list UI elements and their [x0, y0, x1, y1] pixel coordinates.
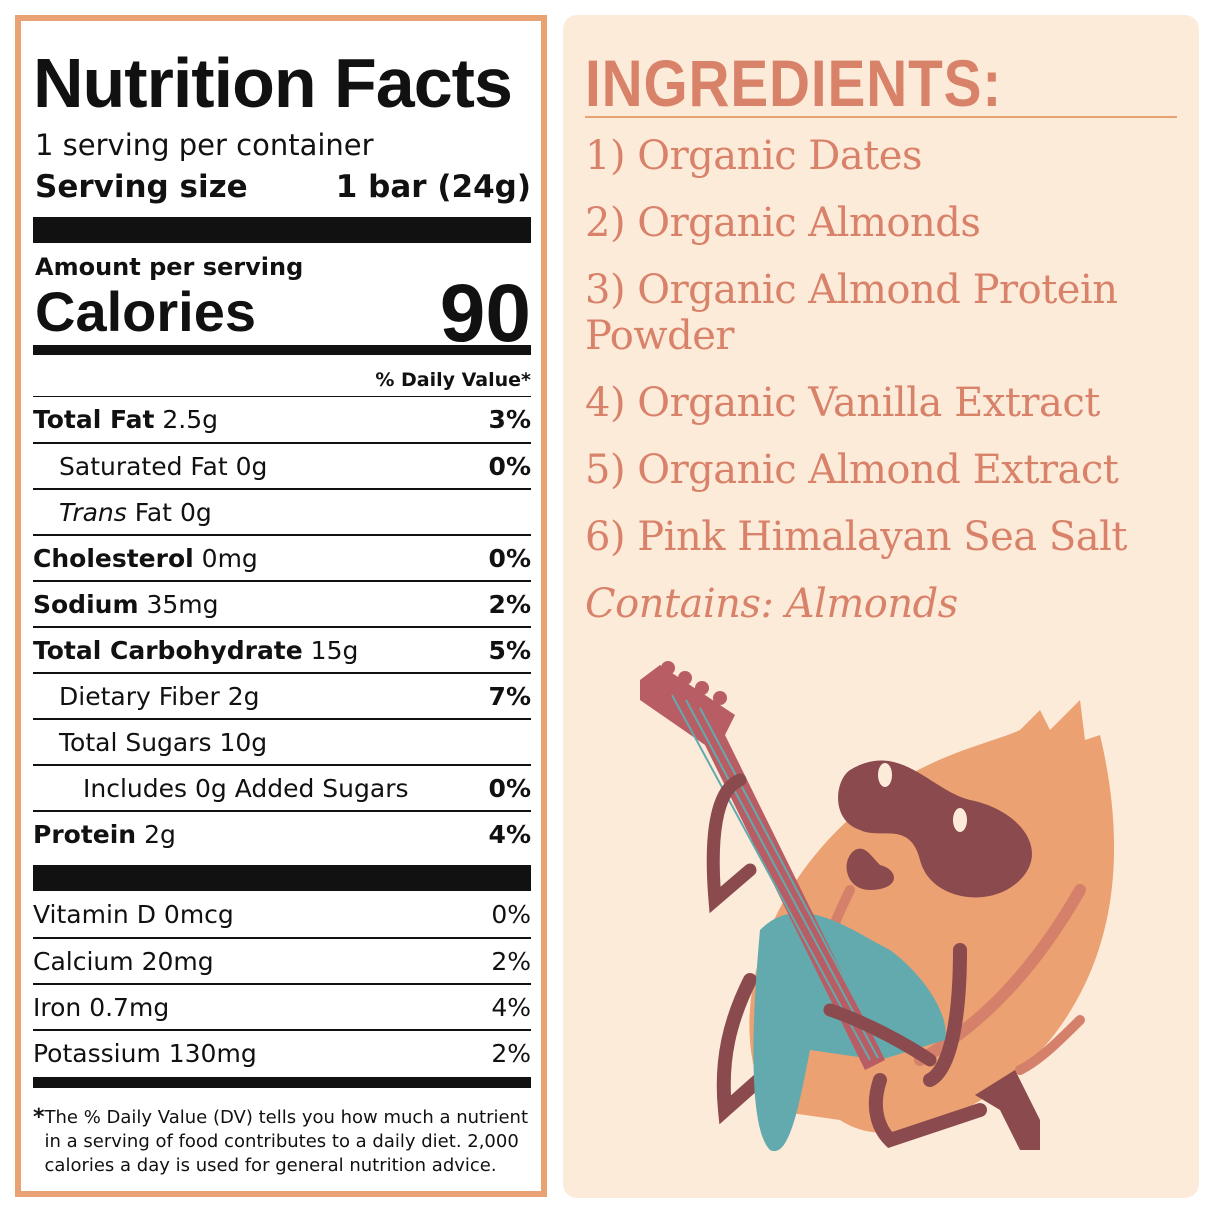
- nutrient-row: Protein 2g 4%: [33, 810, 531, 856]
- serving-size-label: Serving size: [35, 169, 248, 205]
- nutrient-row: Cholesterol 0mg 0%: [33, 534, 531, 580]
- daily-value-header: % Daily Value*: [375, 369, 531, 391]
- vitamin-row: Vitamin D 0mcg 0%: [33, 899, 531, 929]
- arms: [706, 773, 937, 1067]
- nutrient-row: Sodium 35mg 2%: [33, 580, 531, 626]
- allergen-statement: Contains: Almonds: [585, 581, 958, 627]
- medium-divider: [33, 1077, 531, 1088]
- thick-divider: [33, 865, 531, 891]
- mouth: [846, 848, 894, 890]
- vitamin-row: Iron 0.7mg 4%: [33, 983, 531, 1029]
- ingredients-panel: INGREDIENTS: 1) Organic Dates 2) Organic…: [563, 15, 1199, 1198]
- nutrient-row: Saturated Fat 0g 0%: [33, 442, 531, 488]
- vitamin-list: Vitamin D 0mcg 0% Calcium 20mg 2% Iron 0.7…: [33, 891, 531, 1075]
- ingredient-item: 5) Organic Almond Extract: [585, 447, 1119, 493]
- ingredients-list: 1) Organic Dates 2) Organic Almonds 3) O…: [585, 133, 1165, 648]
- guitar-neck: [640, 661, 885, 1070]
- ingredient-item: 4) Organic Vanilla Extract: [585, 380, 1100, 426]
- nutrition-facts-panel: Nutrition Facts 1 serving per container …: [15, 15, 547, 1197]
- nutrient-row: Total Fat 2.5g 3%: [33, 396, 531, 442]
- thick-divider: [33, 217, 531, 243]
- vitamin-row: Calcium 20mg 2%: [33, 937, 531, 983]
- title-underline: [585, 116, 1177, 118]
- nutrition-title: Nutrition Facts: [33, 44, 513, 122]
- sunglasses: [838, 760, 1032, 898]
- footnote: * The % Daily Value (DV) tells you how m…: [33, 1105, 529, 1177]
- calories-label: Calories: [35, 280, 256, 343]
- nutrient-row: Total Carbohydrate 15g 5%: [33, 626, 531, 672]
- ingredient-item: 6) Pink Himalayan Sea Salt: [585, 514, 1127, 560]
- almond-guitar-illustration: [640, 661, 1115, 1152]
- nutrient-list: Total Fat 2.5g 3% Saturated Fat 0g 0% Tran…: [33, 396, 531, 856]
- nutrient-row: Includes 0g Added Sugars 0%: [33, 764, 531, 810]
- serving-size-value: 1 bar (24g): [335, 169, 531, 205]
- medium-divider: [33, 345, 531, 355]
- shoe-icon: [975, 1070, 1040, 1150]
- calories-value: 90: [439, 268, 531, 359]
- ingredient-item: 2) Organic Almonds: [585, 200, 981, 246]
- serving-size: Serving size 1 bar (24g): [35, 169, 531, 205]
- nutrient-row: Total Sugars 10g: [33, 718, 531, 764]
- nutrient-row: Trans Fat 0g: [33, 488, 531, 534]
- legs: [716, 943, 987, 1149]
- amount-per-serving: Amount per serving: [35, 253, 304, 281]
- nutrient-row: Dietary Fiber 2g 7%: [33, 672, 531, 718]
- ingredient-item: 3) Organic Almond Protein Powder: [585, 267, 1118, 359]
- vitamin-row: Potassium 130mg 2%: [33, 1029, 531, 1075]
- ingredient-item: 1) Organic Dates: [585, 133, 923, 179]
- servings-per-container: 1 serving per container: [35, 128, 374, 162]
- ingredients-title: INGREDIENTS:: [585, 46, 1003, 120]
